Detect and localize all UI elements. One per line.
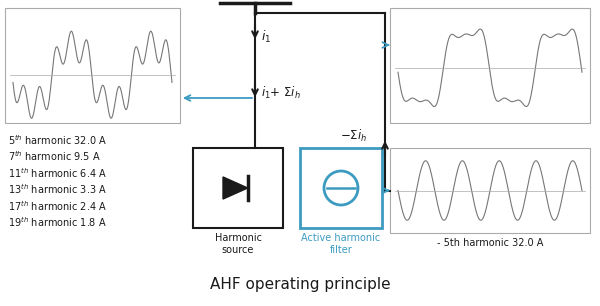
Text: $i_1$+ $\Sigma i_h$: $i_1$+ $\Sigma i_h$	[261, 85, 301, 101]
Bar	[300, 148, 382, 228]
Text: $17^{th}$ harmonic 2.4 A: $17^{th}$ harmonic 2.4 A	[8, 199, 107, 213]
Text: $5^{th}$ harmonic 32.0 A: $5^{th}$ harmonic 32.0 A	[8, 133, 107, 147]
Text: $-\Sigma i_h$: $-\Sigma i_h$	[340, 128, 367, 144]
Bar	[5, 8, 180, 123]
Text: $13^{th}$ harmonic 3.3 A: $13^{th}$ harmonic 3.3 A	[8, 182, 107, 196]
Text: $7^{th}$ harmonic 9.5 A: $7^{th}$ harmonic 9.5 A	[8, 150, 101, 163]
Bar	[390, 148, 590, 233]
Text: AHF operating principle: AHF operating principle	[209, 278, 391, 293]
Polygon shape	[223, 177, 248, 199]
Text: - 5th harmonic 32.0 A: - 5th harmonic 32.0 A	[437, 238, 543, 248]
Circle shape	[324, 171, 358, 205]
Text: Active harmonic
filter: Active harmonic filter	[301, 233, 380, 255]
Bar	[193, 148, 283, 228]
Text: Harmonic
source: Harmonic source	[215, 233, 262, 255]
Text: $11^{th}$ harmonic 6.4 A: $11^{th}$ harmonic 6.4 A	[8, 166, 107, 180]
Bar	[390, 8, 590, 123]
Text: $19^{th}$ harmonic 1.8 A: $19^{th}$ harmonic 1.8 A	[8, 215, 107, 229]
Text: $i_1$: $i_1$	[261, 29, 271, 45]
